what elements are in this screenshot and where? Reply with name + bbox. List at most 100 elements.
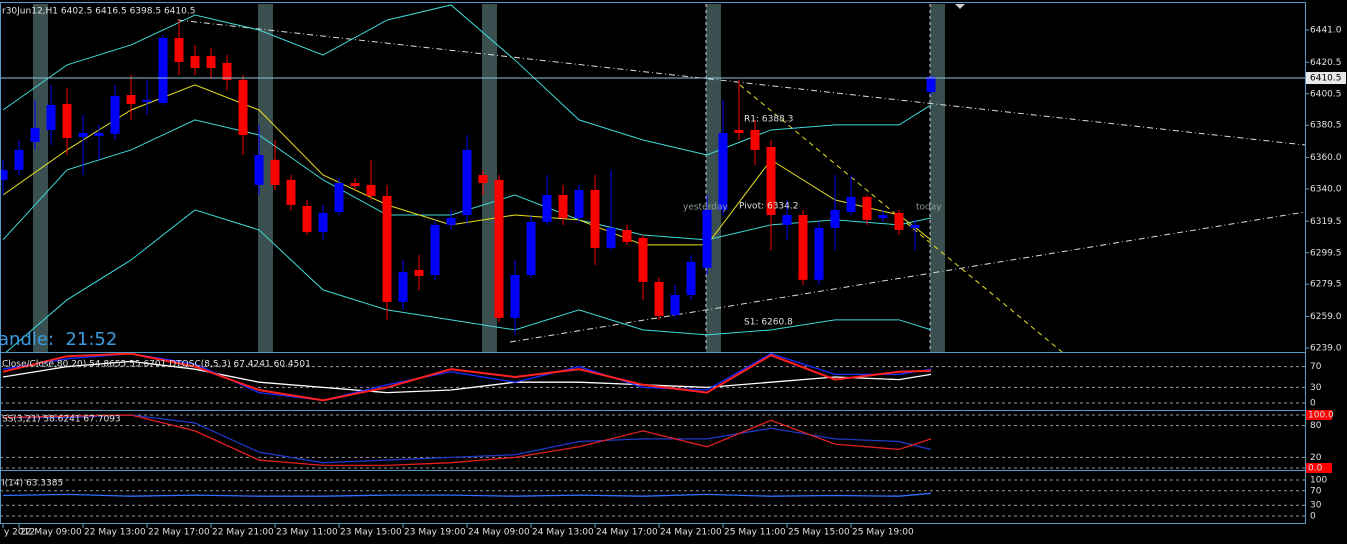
y-tick-label: 30: [1310, 383, 1322, 393]
annotation: yesterday: [683, 203, 728, 213]
indicator-line: [2, 360, 932, 394]
y-tick-label: 20: [1310, 453, 1322, 463]
candle-body: [414, 269, 424, 276]
candle-body: [478, 174, 488, 184]
annotation: R1: 6388.3: [744, 115, 793, 125]
candle-body: [702, 209, 712, 268]
y-tick-label: 100: [1310, 476, 1327, 486]
y-tick-label: 100.0: [1308, 411, 1334, 421]
candle-body: [190, 55, 200, 68]
candle-body: [14, 149, 24, 170]
x-tick-label: 22 May 21:00: [212, 528, 274, 538]
x-tick-label: 23 May 15:00: [340, 528, 402, 538]
candle-body: [734, 129, 744, 133]
y-tick-label: 0: [1310, 512, 1316, 522]
candle-body: [574, 189, 584, 218]
candle-body: [766, 146, 776, 215]
y-tick-label: 6340.0: [1310, 185, 1342, 195]
candle-timer: andle: 21:52: [0, 329, 117, 350]
candle-body: [254, 154, 264, 185]
x-tick-label: 22 May 09:00: [20, 528, 82, 538]
indicator-panes: [0, 352, 1305, 517]
candle-body: [526, 221, 536, 275]
candle-body: [430, 224, 440, 275]
x-tick-label: 25 May 15:00: [788, 528, 850, 538]
frame: [0, 2, 1306, 353]
y-tick-label: 6360.0: [1310, 153, 1342, 163]
candle-body: [334, 183, 344, 212]
candle-body: [206, 55, 216, 68]
candle-body: [398, 271, 408, 302]
x-tick-label: 24 May 09:00: [468, 528, 530, 538]
candle-body: [606, 227, 616, 249]
session-bar: [258, 4, 273, 352]
pane-title: I(14) 63.3385: [2, 479, 63, 489]
indicator-line: [2, 414, 932, 466]
candle-body: [830, 209, 840, 228]
candle-body: [366, 184, 376, 196]
level-box: [1306, 410, 1332, 420]
x-tick-label: 25 May 19:00: [852, 528, 914, 538]
session-bar: [482, 4, 497, 352]
candle-body: [718, 132, 728, 210]
candle-body: [590, 189, 600, 249]
annotation: Pivot: 6334.2: [739, 202, 798, 212]
candle-body: [862, 196, 872, 220]
y-tick-label: 70: [1310, 362, 1322, 372]
annotation: S1: 6260.8: [744, 318, 793, 328]
indicator-line: [3, 414, 932, 464]
overlay-line: [5, 209, 932, 352]
candle-body: [62, 103, 72, 138]
y-tick-label: 80: [1310, 421, 1322, 431]
candle-body: [142, 99, 152, 102]
candle-body: [0, 169, 8, 180]
frame: [0, 410, 1306, 471]
candle-body: [910, 224, 920, 228]
y-tick-label: 6441.0: [1310, 26, 1342, 36]
last-price-box: [1306, 72, 1346, 85]
candle-body: [446, 217, 456, 225]
candle-body: [894, 212, 904, 230]
indicator-line: [2, 352, 932, 402]
separators: [33, 4, 1305, 352]
session-bar: [33, 4, 48, 352]
x-tick-label: 22 May 13:00: [84, 528, 146, 538]
candle-body: [558, 194, 568, 218]
candle-body: [302, 206, 312, 232]
candle-body: [654, 281, 664, 316]
candle-body: [782, 214, 792, 225]
pane-title: SS(3,21) 58.6241 67.7093: [2, 415, 121, 425]
candle-body: [510, 274, 520, 318]
candle-body: [350, 183, 360, 187]
candle-body: [318, 212, 328, 232]
y-tick-label: 0.0: [1308, 464, 1323, 474]
candle-body: [126, 95, 136, 104]
candle-body: [270, 159, 280, 185]
y-tick-label: 6380.5: [1310, 121, 1342, 131]
candle-body: [846, 196, 856, 212]
candle-body: [926, 76, 936, 93]
shift-marker: [955, 4, 965, 9]
candle-body: [174, 38, 184, 62]
header: r30Jun12,H1 6402.5 6416.5 6398.5 6410.5: [2, 7, 195, 17]
level-box: [1306, 463, 1332, 473]
candle-body: [94, 132, 104, 136]
candle-body: [686, 261, 696, 295]
candle-body: [670, 294, 680, 315]
y-tick-label: 6259.0: [1310, 312, 1342, 322]
y-tick-label: 30: [1310, 501, 1322, 511]
candle-body: [78, 132, 88, 137]
annotation: today: [916, 203, 942, 213]
candle-body: [158, 38, 168, 103]
candle-body: [110, 95, 120, 134]
candle-body: [798, 214, 808, 280]
x-tick-label: 23 May 11:00: [276, 528, 338, 538]
y-tick-label: 6319.5: [1310, 217, 1342, 227]
x-tick-label: 23 May 19:00: [404, 528, 466, 538]
last-price-label: 6410.5: [1310, 74, 1342, 84]
x-tick-label: y 2012: [4, 528, 35, 538]
session-bar: [930, 4, 945, 352]
candle-body: [878, 214, 888, 218]
